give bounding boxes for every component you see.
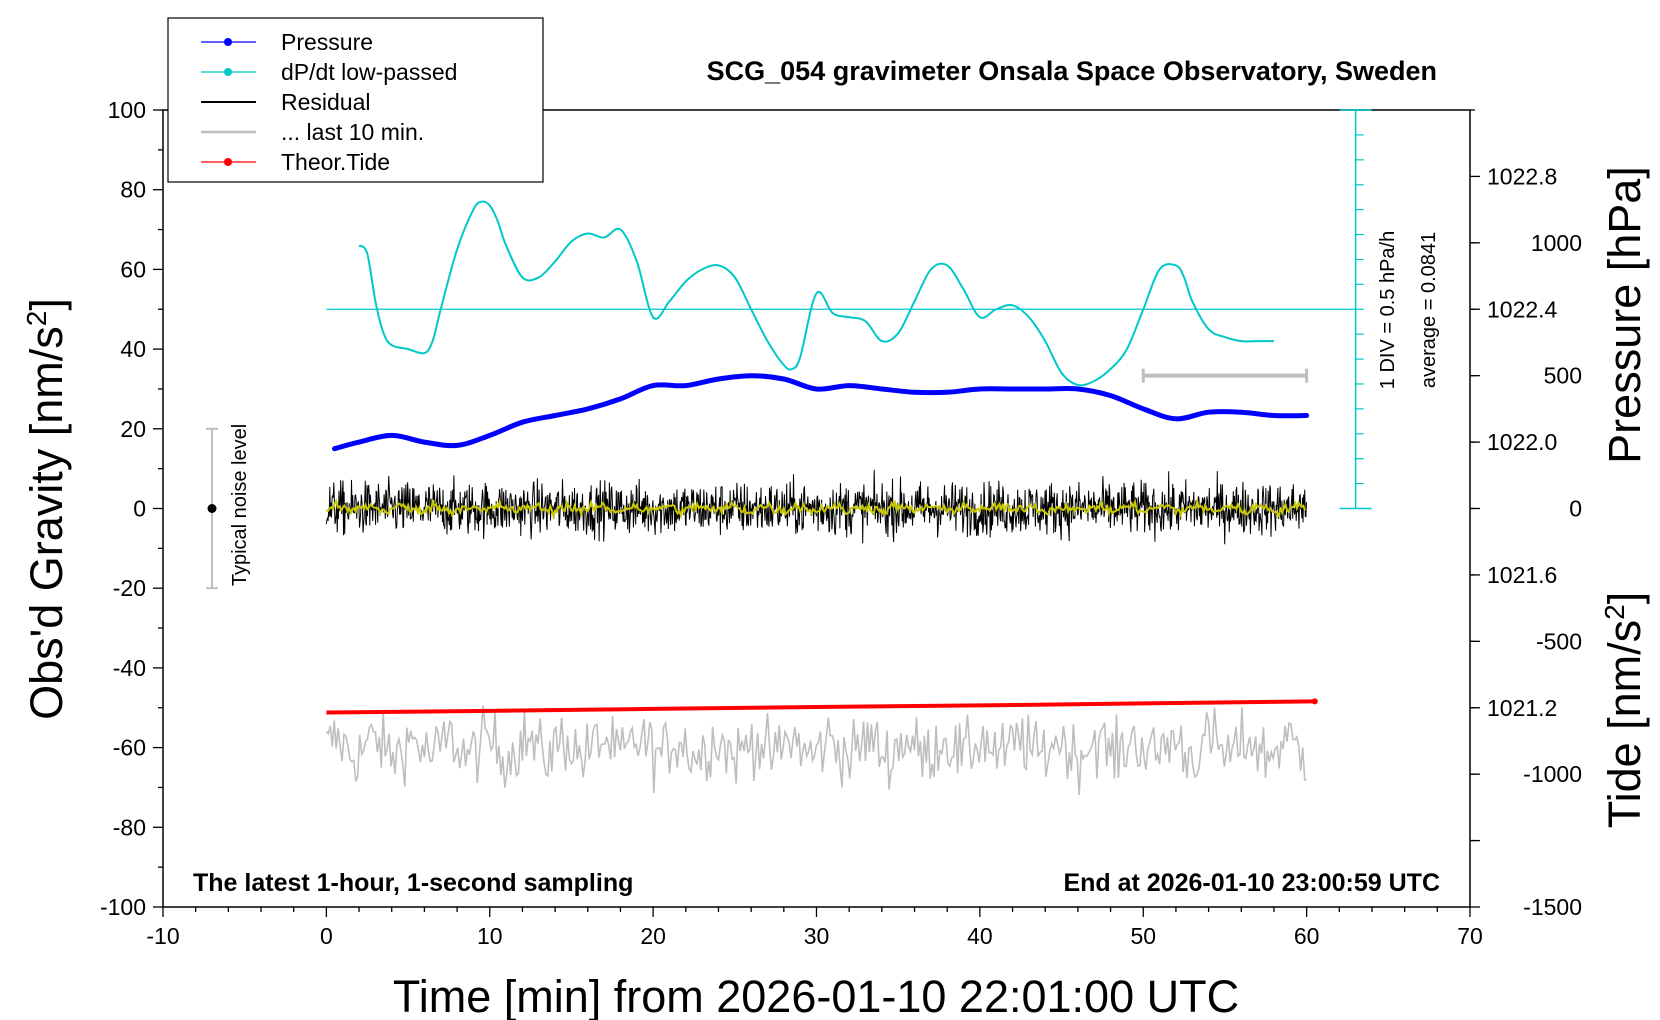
y-axis-title-tide: Tide [nm/s2] xyxy=(1599,592,1650,828)
latest-hour-label: The latest 1-hour, 1-second sampling xyxy=(193,869,633,897)
y-tick-label: -80 xyxy=(113,814,146,840)
y-tick-label: 0 xyxy=(133,496,146,522)
last-10-min-series xyxy=(325,705,1307,796)
dpdt-series xyxy=(358,200,1274,387)
y-axis-title-gravity: Obs'd Gravity [nm/s2] xyxy=(21,298,72,720)
x-axis-title: Time [min] from 2026-01-10 22:01:00 UTC xyxy=(393,971,1239,1020)
y-tick-label: 40 xyxy=(120,336,146,362)
legend-label: dP/dt low-passed xyxy=(281,59,457,85)
y-axis-title-tide-text: Tide [nm/s xyxy=(1599,620,1650,828)
average-label: average = 0.0841 xyxy=(1418,232,1440,388)
x-tick-label: 70 xyxy=(1457,923,1483,949)
chart-annotations-layer xyxy=(206,109,1372,590)
theor-tide-line xyxy=(326,699,1315,715)
pressure-tick-label: 1021.2 xyxy=(1487,695,1557,721)
pressure-tick-label: 1022.8 xyxy=(1487,163,1557,189)
y-tick-label: 80 xyxy=(120,177,146,203)
legend-box xyxy=(167,17,544,183)
pressure-tick-label: 1022.4 xyxy=(1487,296,1558,322)
x-tick-label: 50 xyxy=(1130,923,1156,949)
y-tick-label: -20 xyxy=(113,575,146,601)
residual-line xyxy=(325,469,1307,545)
x-tick-label: 40 xyxy=(967,923,993,949)
tide-tick-label: -1500 xyxy=(1523,894,1582,920)
y-tick-label: 100 xyxy=(108,97,146,123)
y-axis-title-gravity-sup: 2 xyxy=(21,311,52,327)
legend-marker xyxy=(224,68,232,76)
x-tick-label: 20 xyxy=(640,923,666,949)
div-label: 1 DIV = 0.5 hPa/h xyxy=(1377,231,1399,389)
legend-marker xyxy=(224,158,232,166)
pressure-line xyxy=(332,373,1310,452)
chart-title: SCG_054 gravimeter Onsala Space Observat… xyxy=(707,56,1437,86)
pressure-tick-label: 1021.6 xyxy=(1487,562,1557,588)
tide-tick-label: 1000 xyxy=(1531,230,1582,256)
tide-tick-label: 0 xyxy=(1569,496,1582,522)
y-tick-label: -60 xyxy=(113,735,146,761)
legend-label: Theor.Tide xyxy=(281,149,390,175)
y-tick-label: 20 xyxy=(120,416,146,442)
legend-label: Pressure xyxy=(281,29,373,55)
tide-tick-label: -500 xyxy=(1536,628,1582,654)
last-10-min-line xyxy=(325,705,1307,796)
dpdt-line xyxy=(358,200,1274,387)
legend: Pressure dP/dt low-passed Residual ... last… xyxy=(167,17,544,183)
x-tick-label: 10 xyxy=(477,923,503,949)
legend-marker xyxy=(224,38,232,46)
residual-series xyxy=(325,469,1307,545)
y-axis-title-gravity-close: ] xyxy=(21,298,72,311)
y-axis-title-pressure: Pressure [hPa] xyxy=(1599,166,1650,464)
x-tick-label: 0 xyxy=(320,923,333,949)
theor-tide-end-point xyxy=(1311,698,1318,705)
tide-tick-label: 500 xyxy=(1544,363,1582,389)
theor-tide-series xyxy=(326,698,1318,715)
pressure-tick-label: 1022.0 xyxy=(1487,429,1557,455)
legend-items: Pressure dP/dt low-passed Residual ... last… xyxy=(201,29,457,175)
y-axis-title-tide-close: ] xyxy=(1599,592,1650,605)
noise-level-label: Typical noise level xyxy=(229,424,251,586)
residual-smoothed-line xyxy=(326,497,1306,521)
y-tick-label: -40 xyxy=(113,655,146,681)
axis-ticks-layer: -10 0 10 20 30 40 50 60 70-100-80-60-40-20020406… xyxy=(100,97,1582,949)
y-axis-title-gravity-text: Obs'd Gravity [nm/s xyxy=(21,326,72,720)
pressure-series xyxy=(332,373,1310,452)
y-tick-label: 60 xyxy=(120,256,146,282)
legend-label: ... last 10 min. xyxy=(281,119,424,145)
tide-tick-label: -1000 xyxy=(1523,761,1582,787)
legend-label: Residual xyxy=(281,89,371,115)
y-axis-title-tide-sup: 2 xyxy=(1599,604,1630,620)
x-tick-label: 60 xyxy=(1294,923,1320,949)
x-tick-label: -10 xyxy=(146,923,179,949)
noise-level-dot xyxy=(207,504,217,513)
end-time-label: End at 2026-01-10 23:00:59 UTC xyxy=(1063,869,1440,897)
x-tick-label: 30 xyxy=(804,923,830,949)
y-tick-label: -100 xyxy=(100,894,146,920)
